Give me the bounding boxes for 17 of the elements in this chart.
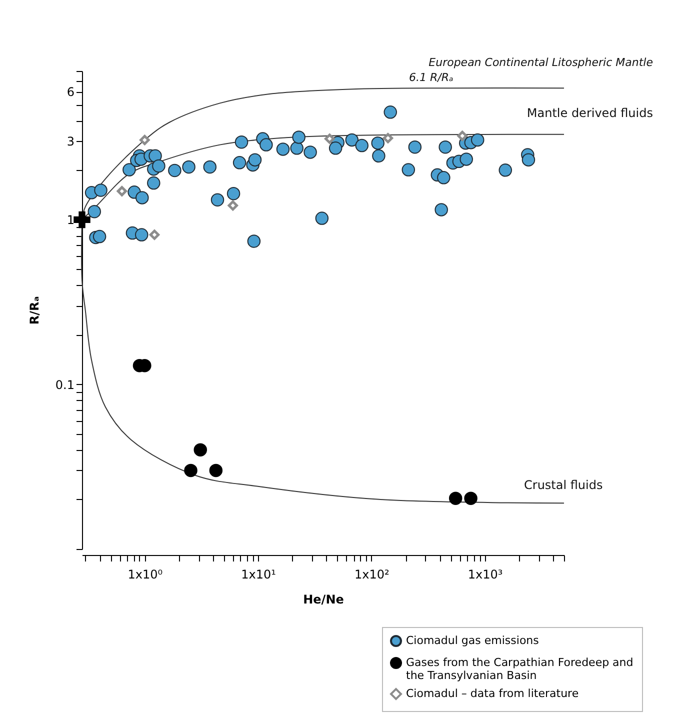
x-tick-label: 1x10³ — [468, 568, 503, 582]
legend-label: Ciomadul – data from literature — [406, 687, 579, 700]
y-tick-label: 0.1 — [55, 378, 74, 392]
text: European Continental Litospheric Mantle — [428, 56, 654, 69]
annotation: Crustal fluids — [524, 478, 603, 492]
y-axis-title: R/Rₐ — [27, 296, 42, 325]
legend-label: Gases from the Carpathian Foredeep and the Transylvanian Basin — [406, 656, 634, 682]
annotation: 6.1 R/Rₐ — [409, 71, 454, 84]
y-tick-label: 1 — [66, 213, 74, 228]
y-tick-label: 3 — [66, 134, 74, 149]
x-tick-label: 1x10² — [354, 568, 390, 582]
x-tick-label: 1x10⁰ — [128, 568, 163, 582]
legend-label: Ciomadul gas emissions — [406, 634, 540, 647]
x-tick-label: 1x10¹ — [241, 568, 276, 582]
annotation: Mantle derived fluids — [526, 106, 653, 120]
y-tick-label: 6 — [66, 85, 74, 100]
x-axis-title: He/Ne — [303, 592, 344, 606]
